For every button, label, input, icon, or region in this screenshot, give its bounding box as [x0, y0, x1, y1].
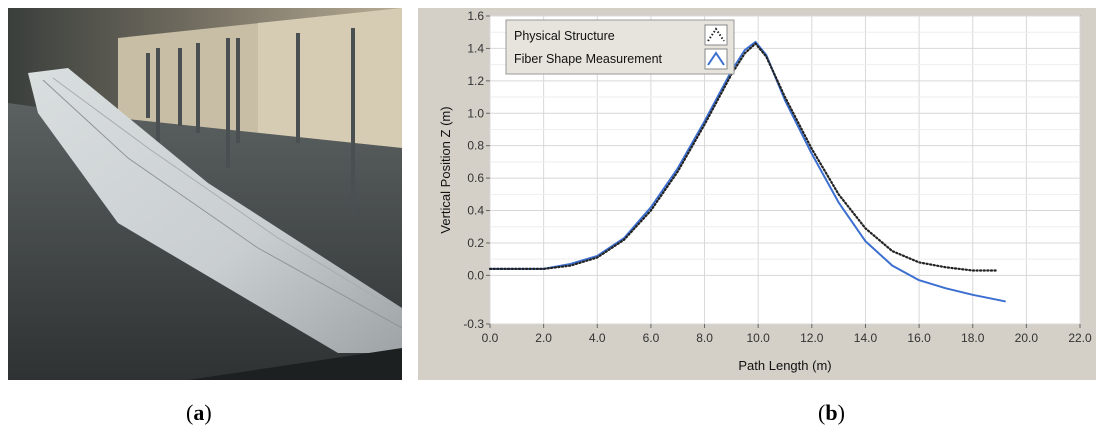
y-axis: -0.3 0.0 0.2 0.4 0.6 0.8 1.0 1.2 1.4 1.6 — [463, 9, 490, 331]
x-tick-label: 2.0 — [535, 331, 552, 345]
x-tick-label: 18.0 — [961, 331, 985, 345]
y-tick-label: -0.3 — [463, 317, 484, 331]
y-tick-label: 0.0 — [467, 268, 484, 282]
legend-swatch-physical — [704, 24, 728, 46]
x-tick-label: 8.0 — [696, 331, 713, 345]
x-axis-title: Path Length (m) — [738, 358, 831, 373]
caption-a: (a) — [186, 400, 212, 425]
caption-b: (b) — [818, 400, 845, 425]
x-tick-label: 0.0 — [482, 331, 499, 345]
grid — [489, 15, 1081, 325]
x-axis: 0.0 2.0 4.0 6.0 8.0 10.0 12.0 14.0 16.0 18.0 20.0 2… — [482, 324, 1092, 345]
blade-photo — [8, 8, 402, 380]
legend: Physical Structure Fiber Shape Measureme… — [505, 19, 735, 75]
y-tick-label: 0.4 — [467, 204, 484, 218]
x-tick-label: 10.0 — [747, 331, 771, 345]
y-tick-label: 1.4 — [467, 41, 484, 55]
x-tick-label: 22.0 — [1068, 331, 1092, 345]
y-tick-label: 1.6 — [467, 9, 484, 23]
x-tick-label: 20.0 — [1015, 331, 1039, 345]
y-tick-label: 0.6 — [467, 171, 484, 185]
legend-swatch-fiber — [704, 48, 728, 70]
x-tick-label: 6.0 — [643, 331, 660, 345]
legend-label-physical: Physical Structure — [514, 29, 615, 43]
legend-label-fiber: Fiber Shape Measurement — [514, 52, 663, 66]
y-tick-label: 0.8 — [467, 139, 484, 153]
series-layer — [488, 40, 1006, 303]
x-tick-label: 4.0 — [589, 331, 606, 345]
y-tick-label: 1.2 — [467, 74, 484, 88]
series-fiber-shape — [489, 40, 1006, 303]
line-chart: 0.0 2.0 4.0 6.0 8.0 10.0 12.0 14.0 16.0 18.0 20.0 2… — [438, 9, 1092, 373]
chart-panel: 0.0 2.0 4.0 6.0 8.0 10.0 12.0 14.0 16.0 18.0 20.0 2… — [418, 8, 1096, 380]
x-tick-label: 16.0 — [907, 331, 931, 345]
y-tick-label: 0.2 — [467, 236, 484, 250]
series-physical-structure — [488, 42, 999, 272]
caption-a-letter: a — [193, 400, 205, 425]
y-axis-title: Vertical Position Z (m) — [438, 106, 453, 233]
caption-b-letter: b — [825, 400, 838, 425]
legend-line-fiber — [707, 51, 725, 66]
x-tick-label: 14.0 — [854, 331, 878, 345]
legend-line-physical — [707, 27, 725, 42]
y-tick-label: 1.0 — [467, 106, 484, 120]
x-tick-label: 12.0 — [800, 331, 824, 345]
